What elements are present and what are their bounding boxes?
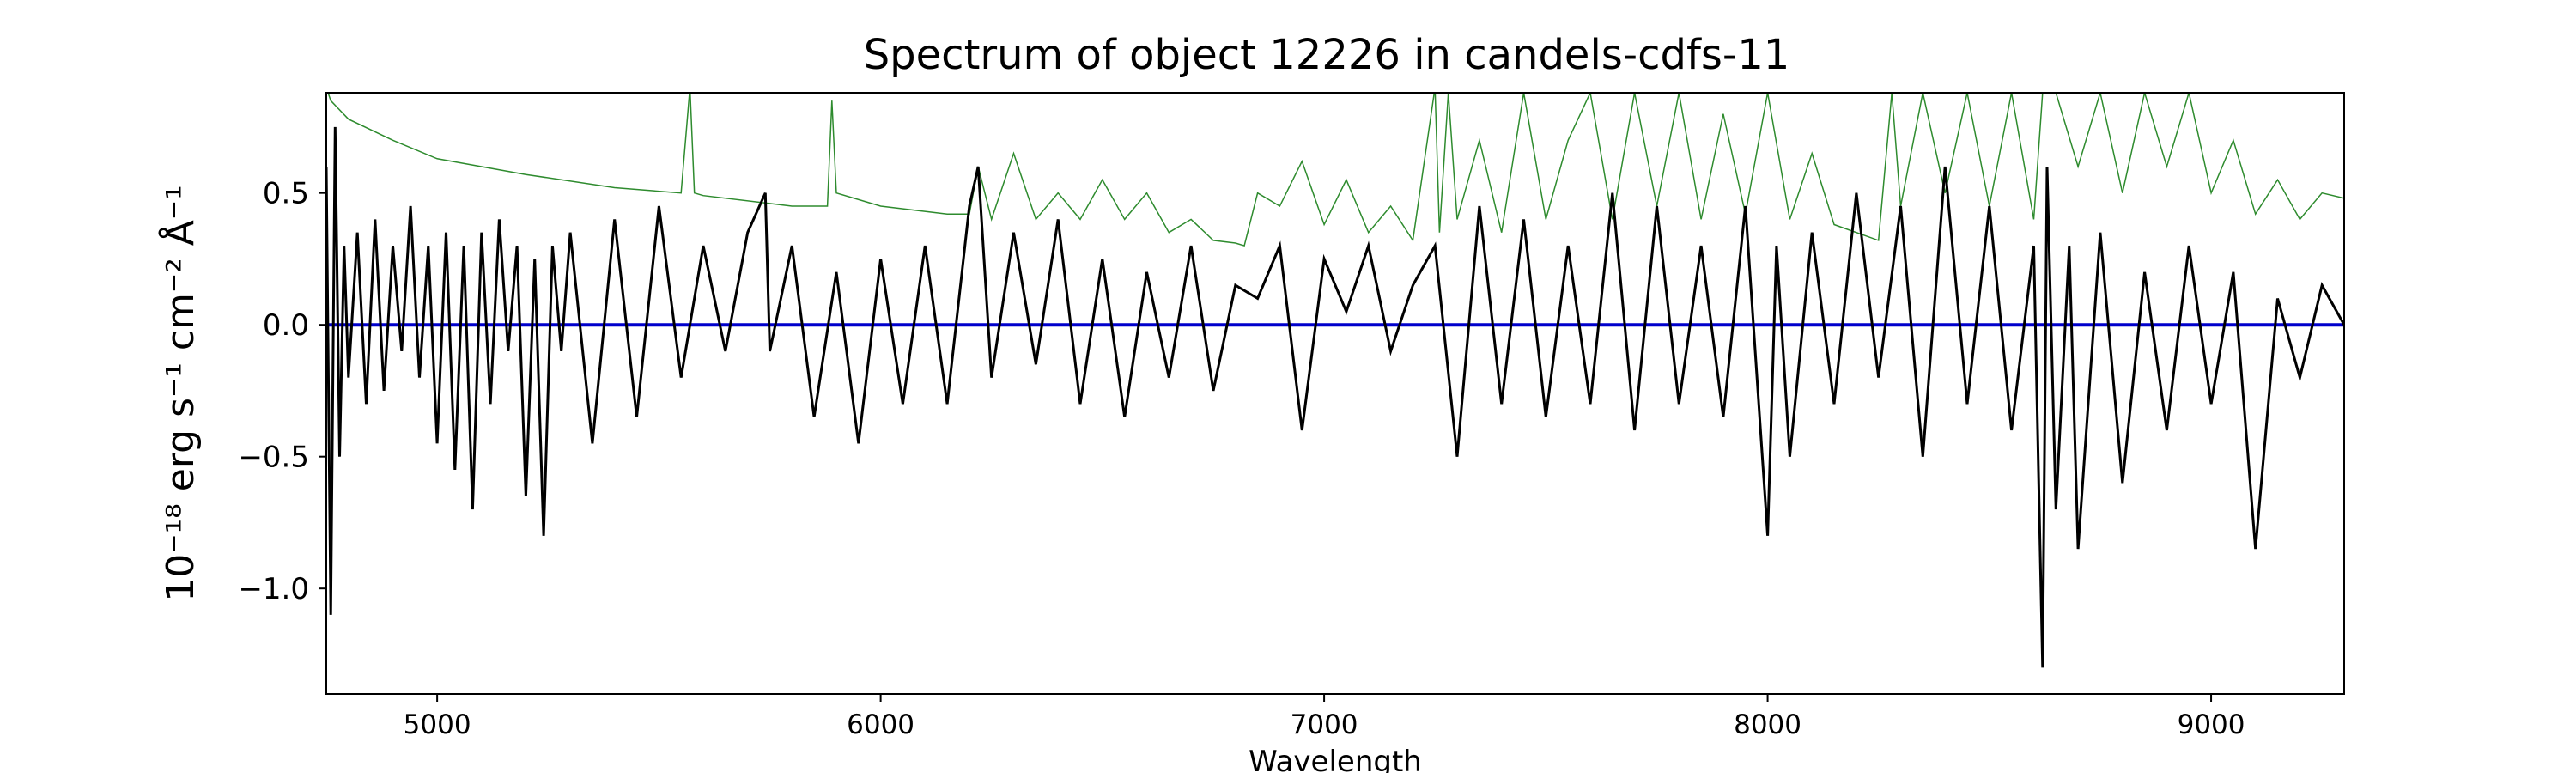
plot-frame [325,92,2345,695]
plot-area [325,92,2345,695]
x-tick-label: 7000 [1291,709,1358,740]
y-tick-label: −1.0 [238,572,309,606]
error-spectrum-line [327,93,2344,247]
chart-title: Spectrum of object 12226 in candels-cdfs… [864,31,1790,79]
x-tick-label: 6000 [847,709,914,740]
y-tick-label: 0.5 [263,177,309,211]
x-axis-label: Wavelength [1249,745,1422,773]
x-tick-label: 5000 [404,709,471,740]
y-axis-ticks: 0.5 0.0 −0.5 −1.0 [238,177,326,606]
y-tick-label: −0.5 [238,441,309,475]
x-tick-label: 8000 [1734,709,1801,740]
y-axis-label: 10⁻¹⁸ erg s⁻¹ cm⁻² Å⁻¹ [157,185,203,601]
y-tick-label: 0.0 [263,308,309,343]
flux-spectrum-line [326,126,2344,668]
x-axis-ticks: 5000 6000 7000 8000 9000 [404,694,2245,740]
x-tick-label: 9000 [2178,709,2245,740]
